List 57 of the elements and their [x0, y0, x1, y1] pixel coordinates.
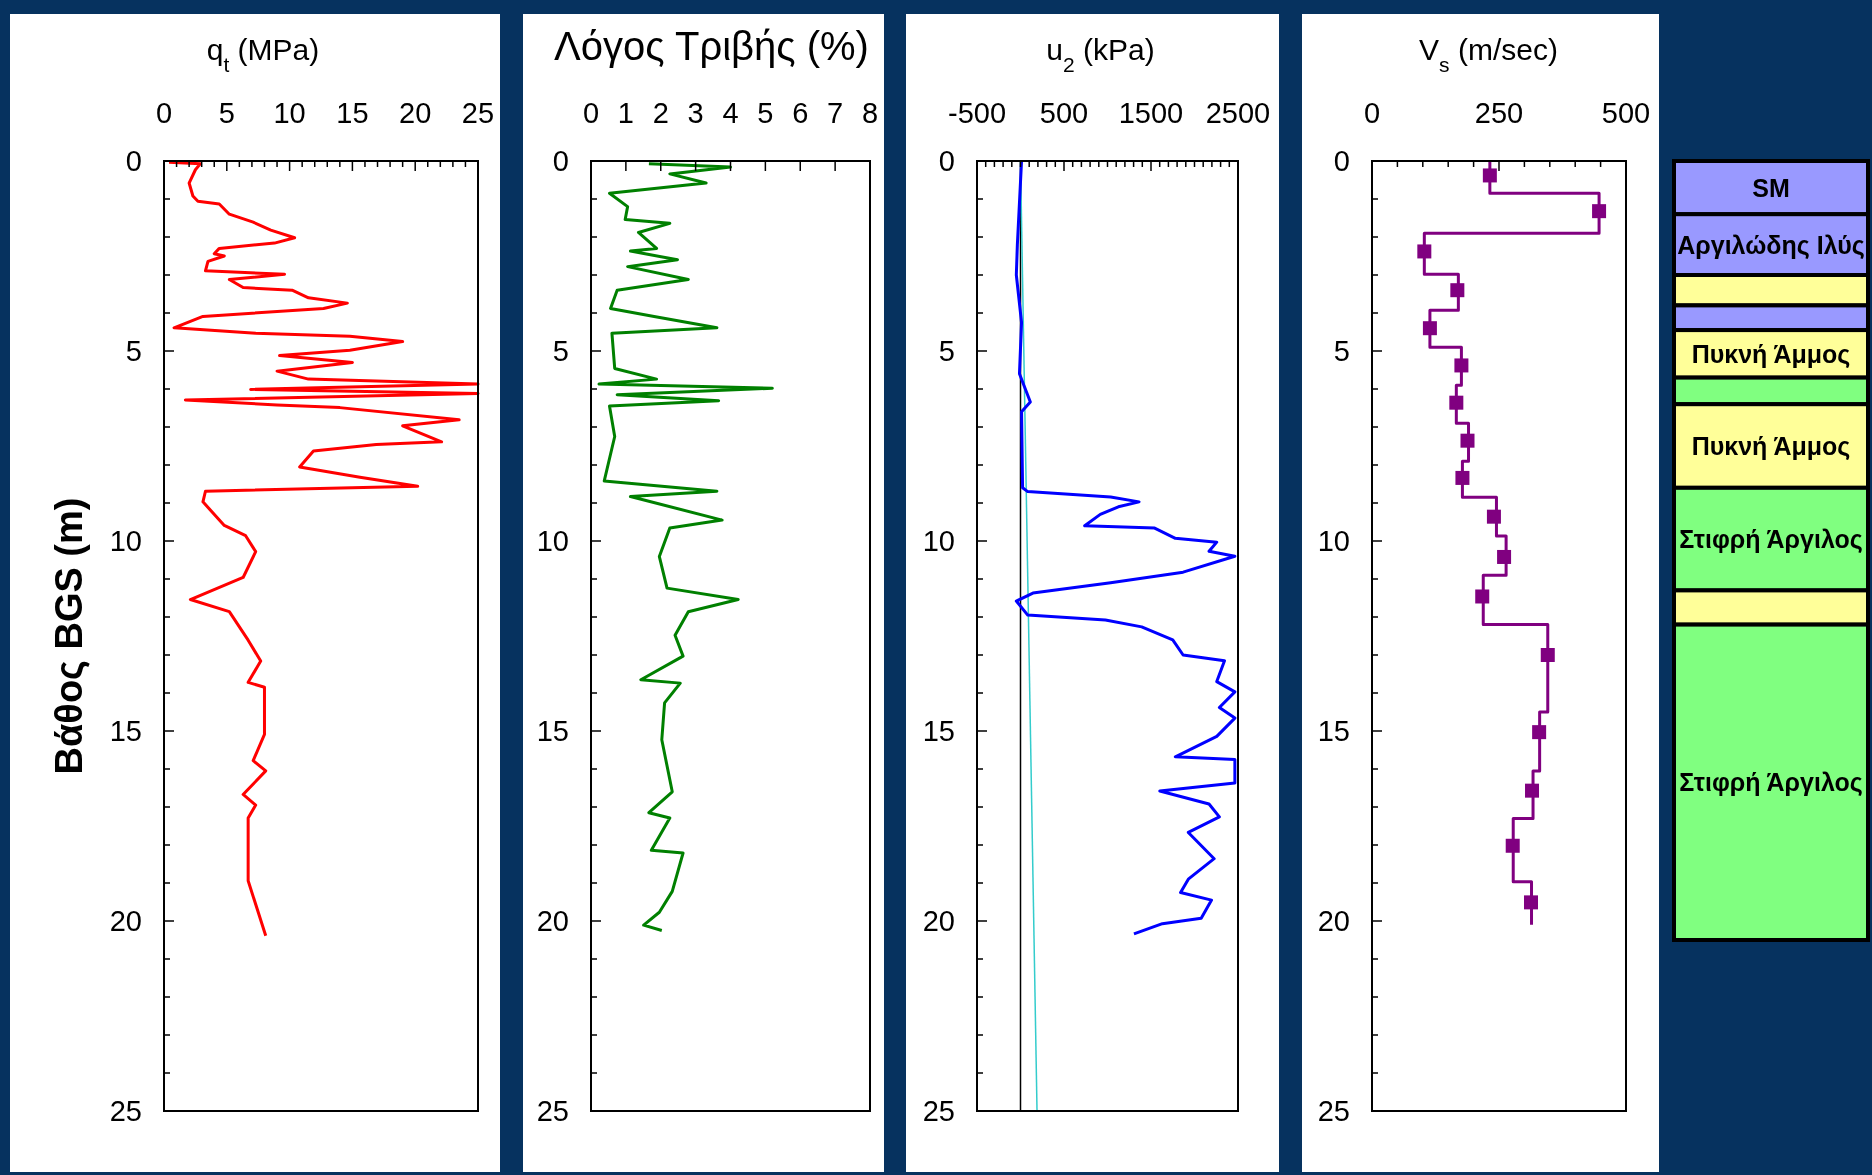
x-tick-label: 0	[155, 97, 173, 129]
y-tick-label: 20	[536, 905, 569, 937]
x-tick-label: 7	[827, 97, 844, 129]
x-tick-label: 500	[1039, 97, 1089, 129]
x-tick-label: 2	[652, 97, 669, 129]
y-tick-label: 0	[125, 145, 142, 177]
x-axis-title: V$_{s}$ (m/sec)	[1419, 33, 1558, 76]
y-tick-label: 15	[536, 715, 569, 747]
x-tick-label: 8	[861, 97, 879, 129]
series-label: Πυκνή Άμμος	[1691, 432, 1851, 461]
x-tick-label: 3	[687, 97, 704, 129]
y-tick-label: 20	[1317, 905, 1350, 937]
y-tick-label: 5	[125, 335, 142, 367]
x-axis-title: Λόγος Τριβής (%)	[554, 24, 869, 68]
y-tick-label: 10	[109, 525, 142, 557]
series-label: Στιφρή Άργιλος	[1679, 768, 1863, 798]
x-tick-label: 500	[1601, 97, 1651, 129]
y-tick-label: 0	[552, 145, 569, 177]
x-axis-title: u$_{2}$ (kPa)	[1046, 33, 1155, 76]
y-tick-label: 5	[552, 335, 569, 367]
y-tick-label: 20	[922, 905, 955, 937]
y-tick-label: 5	[938, 335, 955, 367]
y-tick-label: 15	[922, 715, 955, 747]
x-tick-label: 15	[336, 97, 369, 129]
x-tick-label: 250	[1474, 97, 1524, 129]
x-tick-label: 5	[218, 97, 235, 129]
y-tick-label: 15	[109, 715, 142, 747]
y-tick-label: 15	[1317, 715, 1350, 747]
x-tick-label: 1500	[1118, 97, 1184, 129]
y-tick-label: 10	[922, 525, 955, 557]
series-label: SM	[1752, 173, 1790, 202]
x-axis-title: q$_{t}$ (MPa)	[206, 33, 320, 76]
y-tick-label: 25	[922, 1095, 955, 1127]
y-tick-label: 10	[1317, 525, 1350, 557]
y-tick-label: 0	[1333, 145, 1350, 177]
x-tick-label: 4	[722, 97, 739, 129]
x-tick-label: 0	[1363, 97, 1381, 129]
y-tick-label: 20	[109, 905, 142, 937]
x-tick-label: 25	[461, 97, 495, 129]
series-label: Στιφρή Άργιλος	[1679, 525, 1863, 555]
y-tick-label: 25	[536, 1095, 569, 1127]
x-tick-label: 0	[582, 97, 600, 129]
y-axis-title: Βάθος BGS (m)	[48, 497, 90, 775]
y-tick-label: 25	[109, 1095, 142, 1127]
x-tick-label: 10	[273, 97, 306, 129]
series-label: Πυκνή Άμμος	[1691, 339, 1851, 369]
y-tick-label: 25	[1317, 1095, 1350, 1127]
y-tick-label: 10	[536, 525, 569, 557]
x-tick-label: 5	[757, 97, 774, 129]
y-tick-label: 0	[938, 145, 955, 177]
x-tick-label: 6	[792, 97, 809, 129]
x-tick-label: 20	[399, 97, 432, 129]
x-tick-label: 1	[617, 97, 634, 129]
y-tick-label: 5	[1333, 335, 1350, 367]
x-tick-label: 2500	[1205, 97, 1271, 129]
series-label: Αργιλώδης Ιλύς	[1677, 230, 1865, 260]
x-tick-label: -500	[947, 97, 1007, 129]
